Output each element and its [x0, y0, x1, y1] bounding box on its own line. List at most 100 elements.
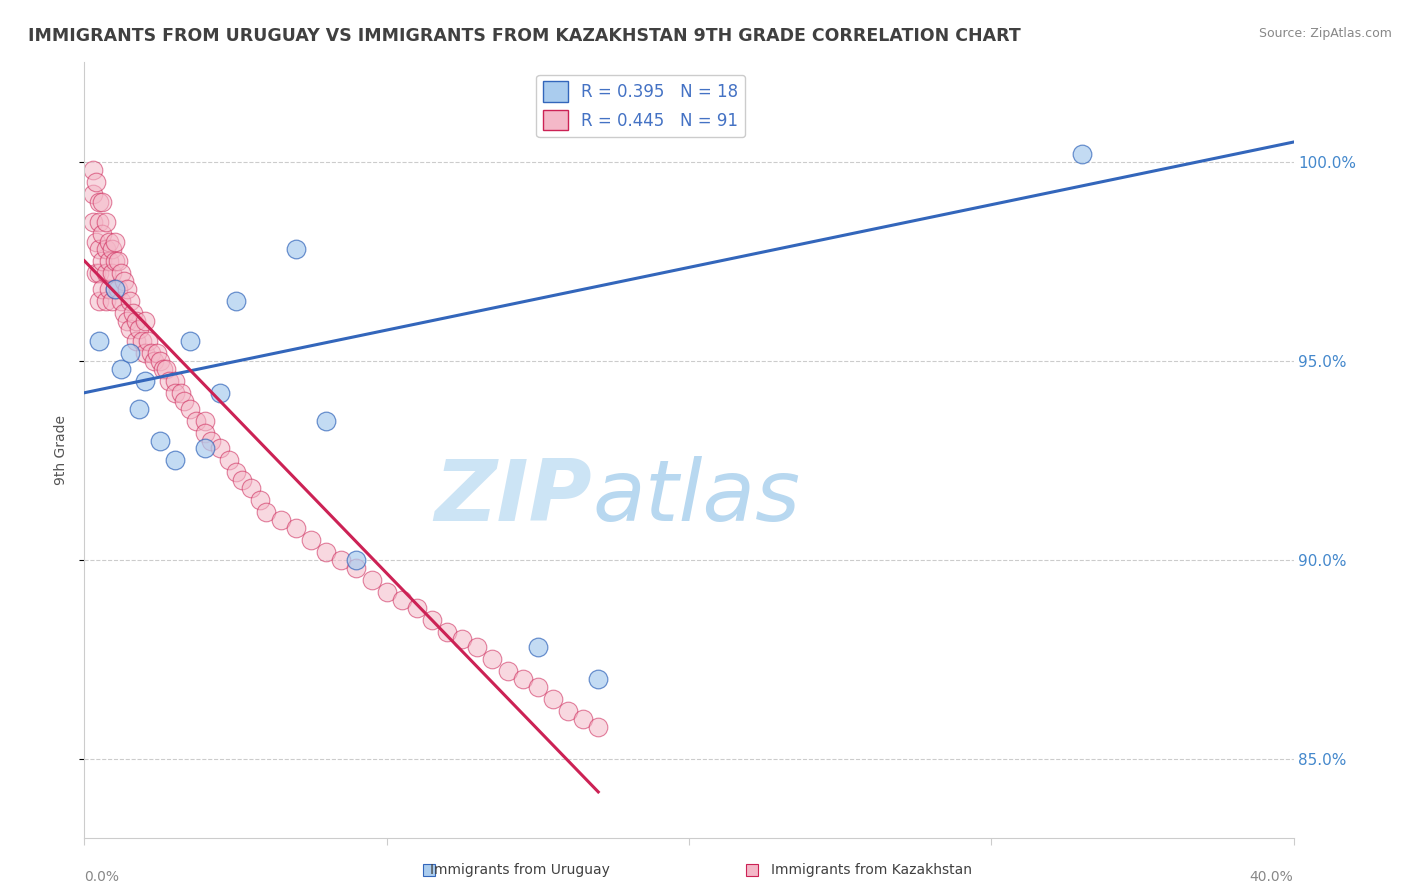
Point	[110, 294, 132, 309]
Point	[360, 573, 382, 587]
Point	[149, 354, 172, 368]
Point	[94, 243, 117, 257]
Point	[315, 545, 337, 559]
Point	[82, 214, 104, 228]
Point	[131, 334, 153, 348]
Point	[179, 334, 201, 348]
Point	[149, 434, 172, 448]
Point	[146, 346, 169, 360]
Point	[194, 442, 217, 456]
Point	[239, 481, 262, 495]
Point	[104, 254, 127, 268]
Point	[152, 362, 174, 376]
Point	[139, 346, 162, 360]
Point	[186, 414, 208, 428]
Point	[315, 414, 337, 428]
Point	[97, 254, 120, 268]
Point	[406, 600, 429, 615]
Point	[527, 640, 550, 655]
Point	[496, 665, 519, 679]
Point	[86, 235, 108, 249]
Point	[157, 374, 180, 388]
Point	[285, 521, 308, 535]
Point	[249, 493, 271, 508]
Point	[209, 442, 232, 456]
Point	[527, 680, 550, 694]
Point	[136, 334, 159, 348]
Point	[134, 346, 156, 360]
Point	[420, 613, 443, 627]
Point	[121, 306, 143, 320]
Point	[588, 673, 610, 687]
Point	[89, 214, 111, 228]
Point	[194, 414, 217, 428]
Point	[541, 692, 564, 706]
Point	[104, 282, 127, 296]
Point	[225, 294, 247, 309]
Point	[125, 314, 148, 328]
Point	[104, 235, 127, 249]
Point	[118, 322, 141, 336]
Point	[1071, 147, 1094, 161]
Point	[89, 334, 111, 348]
Point	[94, 214, 117, 228]
Point	[89, 294, 111, 309]
Point	[200, 434, 222, 448]
Point	[91, 282, 114, 296]
Point	[89, 266, 111, 280]
Legend: R = 0.395   N = 18, R = 0.445   N = 91: R = 0.395 N = 18, R = 0.445 N = 91	[536, 75, 745, 137]
Point	[179, 401, 201, 416]
Text: Source: ZipAtlas.com: Source: ZipAtlas.com	[1258, 27, 1392, 40]
Point	[165, 453, 187, 467]
Point	[104, 282, 127, 296]
Point	[231, 473, 253, 487]
Point	[346, 553, 368, 567]
Point	[467, 640, 489, 655]
Point	[86, 266, 108, 280]
Point	[134, 374, 156, 388]
Text: IMMIGRANTS FROM URUGUAY VS IMMIGRANTS FROM KAZAKHSTAN 9TH GRADE CORRELATION CHAR: IMMIGRANTS FROM URUGUAY VS IMMIGRANTS FR…	[28, 27, 1021, 45]
Point	[94, 266, 117, 280]
Point	[209, 385, 232, 400]
Point	[86, 175, 108, 189]
Point	[346, 561, 368, 575]
Point	[97, 282, 120, 296]
Point	[112, 306, 135, 320]
Point	[112, 274, 135, 288]
Point	[100, 243, 122, 257]
Point	[107, 254, 129, 268]
Point	[588, 720, 610, 734]
Point	[100, 294, 122, 309]
Point	[270, 513, 292, 527]
Point	[285, 243, 308, 257]
Point	[557, 704, 579, 718]
Point	[115, 314, 138, 328]
Point	[165, 385, 187, 400]
Text: 0.0%: 0.0%	[84, 871, 120, 884]
Point	[330, 553, 353, 567]
Point	[118, 346, 141, 360]
Text: Immigrants from Kazakhstan: Immigrants from Kazakhstan	[772, 863, 972, 877]
Point	[91, 194, 114, 209]
Point	[391, 592, 413, 607]
Point	[110, 362, 132, 376]
Point	[118, 294, 141, 309]
Point	[100, 266, 122, 280]
Point	[155, 362, 177, 376]
Point	[91, 227, 114, 241]
Point	[170, 385, 193, 400]
Point	[451, 632, 474, 647]
Point	[254, 505, 277, 519]
Point	[82, 186, 104, 201]
Point	[572, 712, 595, 726]
Point	[82, 162, 104, 177]
Point	[107, 282, 129, 296]
Point	[218, 453, 240, 467]
Point	[128, 322, 150, 336]
Point	[299, 533, 322, 547]
Text: Immigrants from Uruguay: Immigrants from Uruguay	[430, 863, 610, 877]
Point	[165, 374, 187, 388]
Point	[375, 584, 398, 599]
Text: 40.0%: 40.0%	[1250, 871, 1294, 884]
Text: atlas: atlas	[592, 456, 800, 539]
